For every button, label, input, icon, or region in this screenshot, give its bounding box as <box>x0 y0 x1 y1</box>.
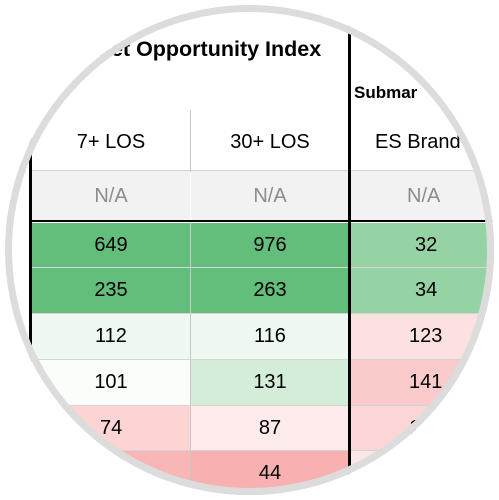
table-cell[interactable]: 32 <box>351 223 494 267</box>
submarket-header-partial: Submar <box>354 83 418 102</box>
table-cell[interactable]: 263 <box>191 268 349 313</box>
column-header-30-los[interactable]: 30+ LOS <box>230 130 310 153</box>
grid-divider <box>32 359 494 360</box>
table-cell[interactable]: 101 <box>32 360 190 405</box>
column-header-es-brand[interactable]: ES Brand <box>375 130 461 153</box>
column-header-7-los[interactable]: 7+ LOS <box>76 130 146 153</box>
table-cell[interactable]: 141 <box>351 360 494 405</box>
market-opportunity-index-header: Market Opportunity Index <box>60 37 322 61</box>
grid-divider <box>32 267 494 268</box>
table-cell[interactable]: 649 <box>32 223 190 267</box>
magnified-table-view: Market Opportunity Index Submar 7+ LOS 3… <box>5 5 494 495</box>
table-cell[interactable]: 87 <box>191 406 349 450</box>
table-cell[interactable]: 112 <box>32 314 190 359</box>
header-bottom-border <box>29 220 494 222</box>
table-cell[interactable] <box>351 451 494 495</box>
table-cell[interactable]: 116 <box>191 314 349 359</box>
grid-divider <box>32 405 494 406</box>
grid-divider <box>32 450 494 451</box>
column-group-border <box>348 5 351 495</box>
table-left-border <box>29 5 32 495</box>
grid-divider <box>190 110 191 172</box>
na-cell-es-brand[interactable]: N/A <box>351 171 494 221</box>
grid-divider <box>32 170 494 171</box>
na-cell-30-los[interactable]: N/A <box>191 171 349 221</box>
table-cell[interactable]: 44 <box>191 451 349 495</box>
table-cell[interactable] <box>32 451 190 495</box>
grid-divider <box>32 313 494 314</box>
grid-divider <box>190 221 191 495</box>
table-cell[interactable]: 34 <box>351 268 494 313</box>
table-cell[interactable]: 74 <box>32 406 190 450</box>
table-cell[interactable]: 235 <box>32 268 190 313</box>
table-cell[interactable]: 1 <box>351 406 494 450</box>
na-cell-7-los[interactable]: N/A <box>32 171 190 221</box>
table-cell[interactable]: 976 <box>191 223 349 267</box>
table-cell[interactable]: 123 <box>351 314 494 359</box>
table-cell[interactable]: 131 <box>191 360 349 405</box>
